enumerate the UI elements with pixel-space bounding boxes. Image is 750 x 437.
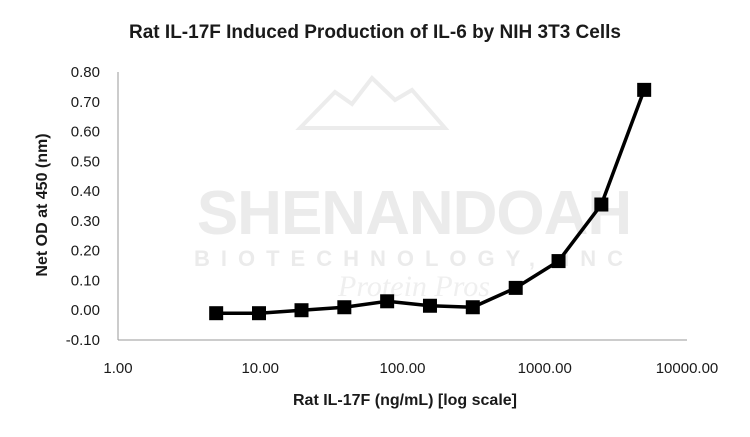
data-point — [637, 82, 652, 97]
chart-title: Rat IL-17F Induced Production of IL-6 by… — [129, 22, 621, 43]
series — [209, 82, 652, 321]
y-tick-label: 0.10 — [71, 272, 100, 289]
y-tick-label: 0.20 — [71, 243, 100, 260]
data-point — [294, 303, 309, 318]
y-tick-label: 0.40 — [71, 183, 100, 200]
watermark-line3: Protein Pros — [337, 270, 490, 303]
watermark-line1: SHENANDOAH — [197, 179, 631, 248]
x-axis-label: Rat IL-17F (ng/mL) [log scale] — [293, 392, 517, 409]
data-point — [465, 300, 480, 315]
y-tick-label: 0.50 — [71, 153, 100, 170]
data-point — [380, 294, 395, 309]
data-point — [422, 298, 437, 313]
x-tick-label: 10.00 — [241, 360, 279, 377]
x-tick-label: 10000.00 — [656, 360, 719, 377]
y-tick-label: 0.80 — [71, 64, 100, 81]
y-tick-label: 0.70 — [71, 94, 100, 111]
x-tick-label: 1000.00 — [518, 360, 572, 377]
y-tick-label: 0.30 — [71, 213, 100, 230]
y-tick-label: -0.10 — [66, 332, 100, 349]
data-point — [508, 280, 523, 295]
y-axis-label: Net OD at 450 (nm) — [34, 133, 51, 276]
watermark: SHENANDOAH BIOTECHNOLOGY, INC Protein Pr… — [194, 75, 632, 303]
y-tick-labels: -0.10 0.00 0.10 0.20 0.30 0.40 0.50 0.60 0.70 0.8… — [66, 64, 100, 349]
x-tick-label: 1.00 — [103, 360, 132, 377]
y-tick-label: 0.60 — [71, 124, 100, 141]
data-point — [209, 306, 224, 321]
x-tick-label: 100.00 — [380, 360, 426, 377]
data-point — [594, 197, 609, 212]
data-point — [252, 306, 267, 321]
x-tick-labels: 1.00 10.00 100.00 1000.00 10000.00 — [103, 360, 718, 377]
data-point — [551, 254, 566, 269]
data-point — [337, 300, 352, 315]
y-tick-label: 0.00 — [71, 302, 100, 319]
watermark-mountain-icon — [295, 75, 450, 130]
